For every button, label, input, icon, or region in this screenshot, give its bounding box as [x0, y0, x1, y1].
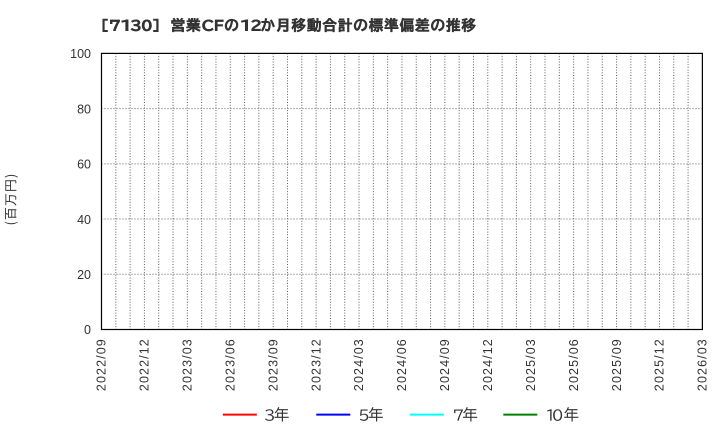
svg-text:2025/12: 2025/12 — [653, 338, 667, 391]
svg-text:40: 40 — [77, 213, 91, 227]
svg-text:2023/03: 2023/03 — [181, 338, 195, 391]
svg-text:2023/09: 2023/09 — [266, 338, 280, 391]
svg-text:0: 0 — [84, 323, 91, 337]
svg-text:2025/06: 2025/06 — [567, 338, 581, 391]
svg-text:20: 20 — [77, 268, 91, 282]
svg-text:2023/06: 2023/06 — [223, 338, 237, 391]
svg-text:2026/03: 2026/03 — [696, 338, 710, 391]
svg-text:2025/03: 2025/03 — [524, 338, 538, 391]
svg-text:2022/09: 2022/09 — [95, 338, 109, 391]
svg-text:2023/12: 2023/12 — [309, 338, 323, 391]
svg-text:2025/09: 2025/09 — [610, 338, 624, 391]
svg-text:100: 100 — [70, 47, 91, 61]
svg-text:2024/06: 2024/06 — [395, 338, 409, 391]
svg-text:60: 60 — [77, 158, 91, 172]
svg-text:2024/09: 2024/09 — [438, 338, 452, 391]
svg-text:2022/12: 2022/12 — [138, 338, 152, 391]
svg-text:2024/03: 2024/03 — [352, 338, 366, 391]
svg-text:80: 80 — [77, 102, 91, 116]
svg-text:2024/12: 2024/12 — [481, 338, 495, 391]
